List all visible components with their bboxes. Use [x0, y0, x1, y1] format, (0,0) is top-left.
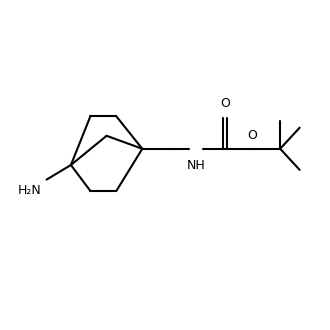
Text: O: O [248, 129, 257, 142]
Text: H₂N: H₂N [18, 184, 42, 197]
Text: O: O [220, 97, 230, 111]
Text: NH: NH [186, 159, 205, 172]
